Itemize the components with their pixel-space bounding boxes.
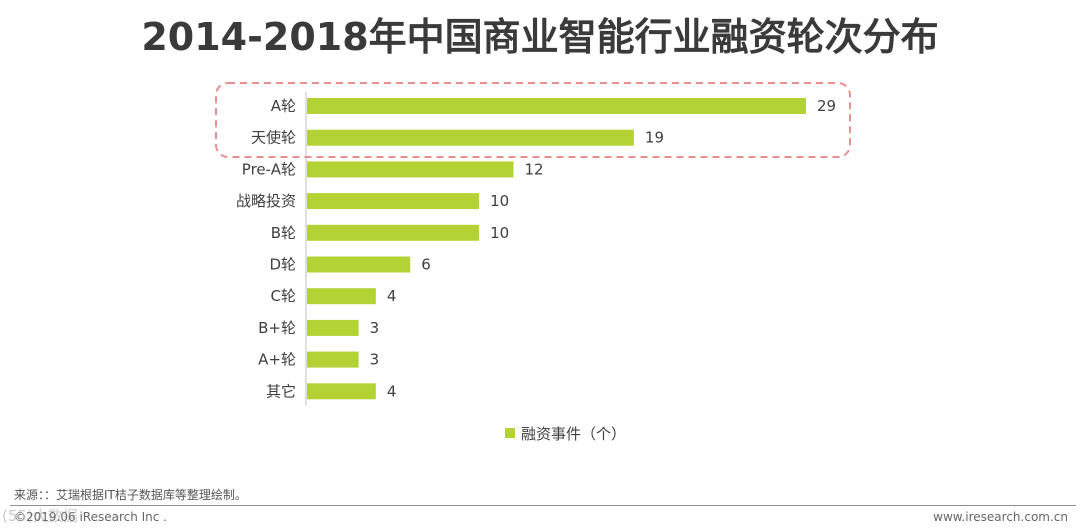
chart-title: 2014-2018年中国商业智能行业融资轮次分布 [141, 15, 939, 59]
data-label: 29 [817, 97, 836, 115]
bar-0 [307, 98, 806, 114]
highlight-box [215, 82, 851, 158]
category-label: A+轮 [258, 351, 296, 369]
bar-chart: A轮 29 天使轮 19 Pre-A轮 12 战略投资 10 B轮 10 D轮 6 C轮 4 B+轮 3 A+轮… [215, 82, 851, 443]
bar-2 [307, 161, 514, 178]
category-label: Pre-A轮 [242, 160, 296, 178]
data-label: 19 [645, 129, 664, 147]
bar-4 [307, 224, 480, 241]
data-label: 4 [387, 287, 397, 305]
bar-5 [307, 256, 411, 273]
watermark-text: (55)大数据 [2, 507, 78, 525]
footer-divider [10, 505, 1076, 506]
category-label: D轮 [269, 256, 296, 274]
category-label: C轮 [271, 287, 296, 305]
bar-7 [307, 319, 359, 336]
bar-8 [307, 351, 359, 368]
bar-3 [307, 193, 480, 210]
source-note: 来源：：艾瑞根据IT桔子数据库等整理绘制。 [14, 488, 247, 502]
bar-1 [307, 129, 634, 146]
category-label: B+轮 [258, 319, 296, 337]
data-label: 12 [524, 160, 543, 178]
website-text: www.iresearch.com.cn [933, 510, 1068, 524]
legend-label: 融资事件（个） [521, 425, 626, 443]
data-label: 3 [370, 351, 380, 369]
category-label: A轮 [271, 97, 296, 115]
data-label: 10 [490, 192, 509, 210]
bar-6 [307, 288, 376, 305]
data-label: 3 [370, 319, 380, 337]
category-label: 天使轮 [251, 129, 296, 147]
bar-9 [307, 383, 376, 400]
legend-swatch [505, 428, 515, 438]
copyright-text: ©2019.06 iResearch Inc . [14, 510, 167, 524]
category-label: B轮 [271, 224, 296, 242]
data-label: 6 [421, 256, 431, 274]
category-label: 其它 [266, 382, 296, 400]
category-label: 战略投资 [236, 192, 296, 210]
data-label: 4 [387, 382, 397, 400]
data-label: 10 [490, 224, 509, 242]
